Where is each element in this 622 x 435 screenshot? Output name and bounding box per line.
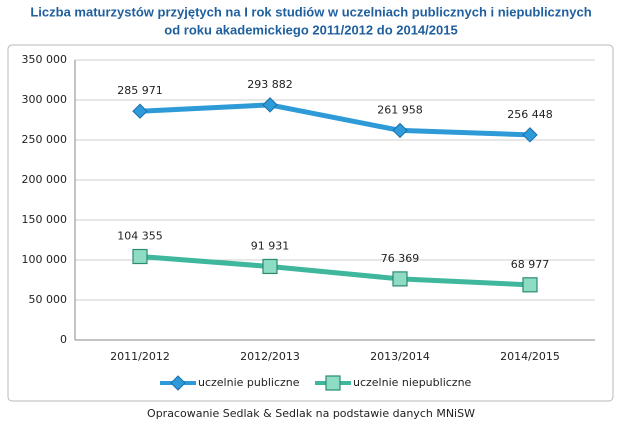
data-label: 261 958 [377, 103, 423, 116]
y-tick-label: 0 [60, 333, 67, 346]
y-tick-label: 250 000 [22, 133, 68, 146]
x-tick-label: 2013/2014 [370, 350, 430, 363]
data-label: 285 971 [117, 84, 163, 97]
legend-marker [325, 375, 341, 391]
data-label: 91 931 [251, 239, 290, 252]
chart-frame [7, 44, 614, 402]
data-label: 293 882 [247, 78, 293, 91]
point-marker [522, 277, 538, 293]
point-marker [522, 127, 538, 143]
x-tick-label: 2014/2015 [500, 350, 560, 363]
x-tick-label: 2011/2012 [110, 350, 170, 363]
y-tick-label: 50 000 [29, 293, 68, 306]
source-note: Opracowanie Sedlak & Sedlak na podstawie… [147, 407, 475, 420]
series-line [139, 102, 531, 138]
y-tick-label: 200 000 [22, 173, 68, 186]
legend-label: uczelnie publiczne [198, 376, 300, 389]
y-tick-label: 150 000 [22, 213, 68, 226]
point-marker [132, 248, 148, 265]
y-tick-label: 300 000 [22, 93, 68, 106]
data-label: 68 977 [511, 258, 550, 271]
y-tick-label: 100 000 [22, 253, 68, 266]
legend-label: uczelnie niepubliczne [353, 376, 472, 389]
chart-title: Liczba maturzystów przyjętych na I rok s… [30, 4, 591, 19]
y-tick-label: 350 000 [22, 53, 68, 66]
x-tick-label: 2012/2013 [240, 350, 300, 363]
point-marker [392, 122, 408, 139]
chart-title: od roku akademickiego 2011/2012 do 2014/… [164, 22, 457, 37]
data-label: 104 355 [117, 230, 163, 243]
point-marker [262, 258, 278, 275]
data-label: 76 369 [381, 252, 420, 265]
data-label: 256 448 [507, 108, 553, 121]
point-marker [392, 271, 408, 287]
legend-marker [170, 375, 186, 391]
point-marker [132, 103, 148, 119]
series-line [139, 254, 531, 288]
point-marker [262, 97, 278, 113]
